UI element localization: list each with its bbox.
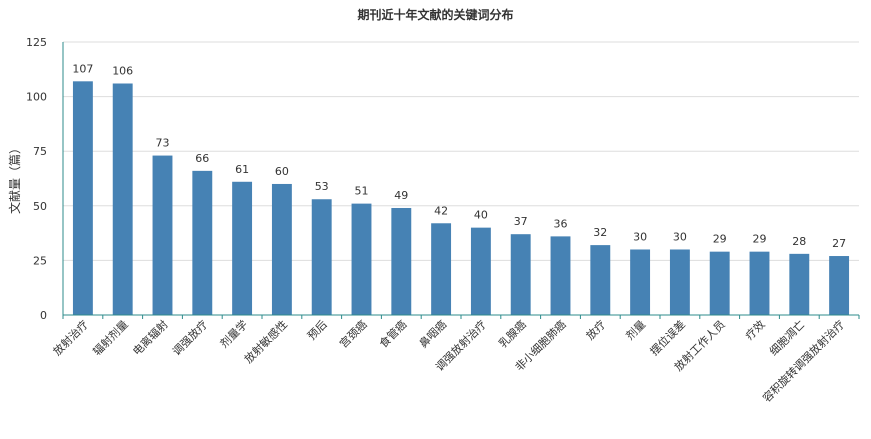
chart-title: 期刊近十年文献的关键词分布 <box>357 8 514 22</box>
y-tick-label: 50 <box>33 200 47 213</box>
bar[interactable] <box>749 251 770 315</box>
bar[interactable] <box>829 256 850 315</box>
bar[interactable] <box>669 249 690 315</box>
bar[interactable] <box>351 203 372 315</box>
bar[interactable] <box>112 83 133 315</box>
x-tick-label: 宫颈癌 <box>336 317 369 350</box>
data-label: 66 <box>195 152 209 165</box>
data-label: 32 <box>593 226 607 239</box>
bar[interactable] <box>152 155 173 315</box>
x-tick-label: 剂量 <box>623 317 648 342</box>
y-tick-label: 100 <box>26 91 47 104</box>
bar[interactable] <box>192 170 213 315</box>
x-tick-label: 电离辐射 <box>130 317 171 358</box>
x-tick-label: 鼻咽癌 <box>416 317 449 350</box>
x-tick-label: 放射治疗 <box>50 317 91 358</box>
bars <box>72 81 850 315</box>
data-label: 30 <box>673 230 687 243</box>
x-tick-label: 乳腺癌 <box>496 317 529 350</box>
data-label: 30 <box>633 230 647 243</box>
data-label: 28 <box>792 235 806 248</box>
bar[interactable] <box>630 249 651 315</box>
bar[interactable] <box>271 183 292 315</box>
x-tick-label: 放射敏感性 <box>241 317 290 366</box>
y-axis-title: 文献量（篇） <box>7 142 22 214</box>
x-tick-label: 辐射剂量 <box>90 317 131 358</box>
x-tick-label: 预后 <box>305 318 330 343</box>
data-label: 49 <box>394 189 408 202</box>
x-tick-label: 摆位误差 <box>647 317 688 358</box>
bar[interactable] <box>431 223 452 315</box>
bar[interactable] <box>470 227 491 315</box>
data-label: 60 <box>275 165 289 178</box>
x-tick-label: 细胞凋亡 <box>766 317 807 358</box>
data-label: 37 <box>514 215 528 228</box>
bar[interactable] <box>232 181 253 315</box>
bar[interactable] <box>590 245 611 315</box>
data-label: 61 <box>235 163 249 176</box>
data-label: 51 <box>355 185 369 198</box>
data-label: 107 <box>72 62 93 75</box>
data-label: 29 <box>753 233 767 246</box>
x-tick-label: 调强放疗 <box>169 317 210 358</box>
data-label: 53 <box>315 180 329 193</box>
data-label: 73 <box>156 137 170 150</box>
y-tick-label: 0 <box>40 309 47 322</box>
x-tick-label: 剂量学 <box>217 317 250 350</box>
labels: 0 25 50 75 100 125 107 放射治疗 106 辐射剂量 73 电离辐射 66 调强放疗 6… <box>26 36 847 405</box>
bar[interactable] <box>789 253 810 315</box>
bar[interactable] <box>311 199 332 315</box>
data-label: 27 <box>832 237 846 250</box>
bar[interactable] <box>72 81 93 315</box>
bar[interactable] <box>510 234 531 315</box>
x-tick-label: 疗效 <box>742 317 767 342</box>
data-label: 29 <box>713 233 727 246</box>
data-label: 106 <box>112 64 133 77</box>
bar[interactable] <box>709 251 730 315</box>
y-tick-label: 125 <box>26 36 47 49</box>
bar[interactable] <box>550 236 571 315</box>
y-tick-label: 25 <box>33 254 47 267</box>
axes <box>62 42 860 319</box>
data-label: 42 <box>434 204 448 217</box>
bar[interactable] <box>391 207 412 315</box>
x-tick-label: 放疗 <box>583 317 608 342</box>
data-label: 36 <box>554 217 568 230</box>
gridlines <box>63 41 859 261</box>
data-label: 40 <box>474 209 488 222</box>
x-tick-label: 食管癌 <box>376 317 409 350</box>
y-tick-label: 75 <box>33 145 47 158</box>
